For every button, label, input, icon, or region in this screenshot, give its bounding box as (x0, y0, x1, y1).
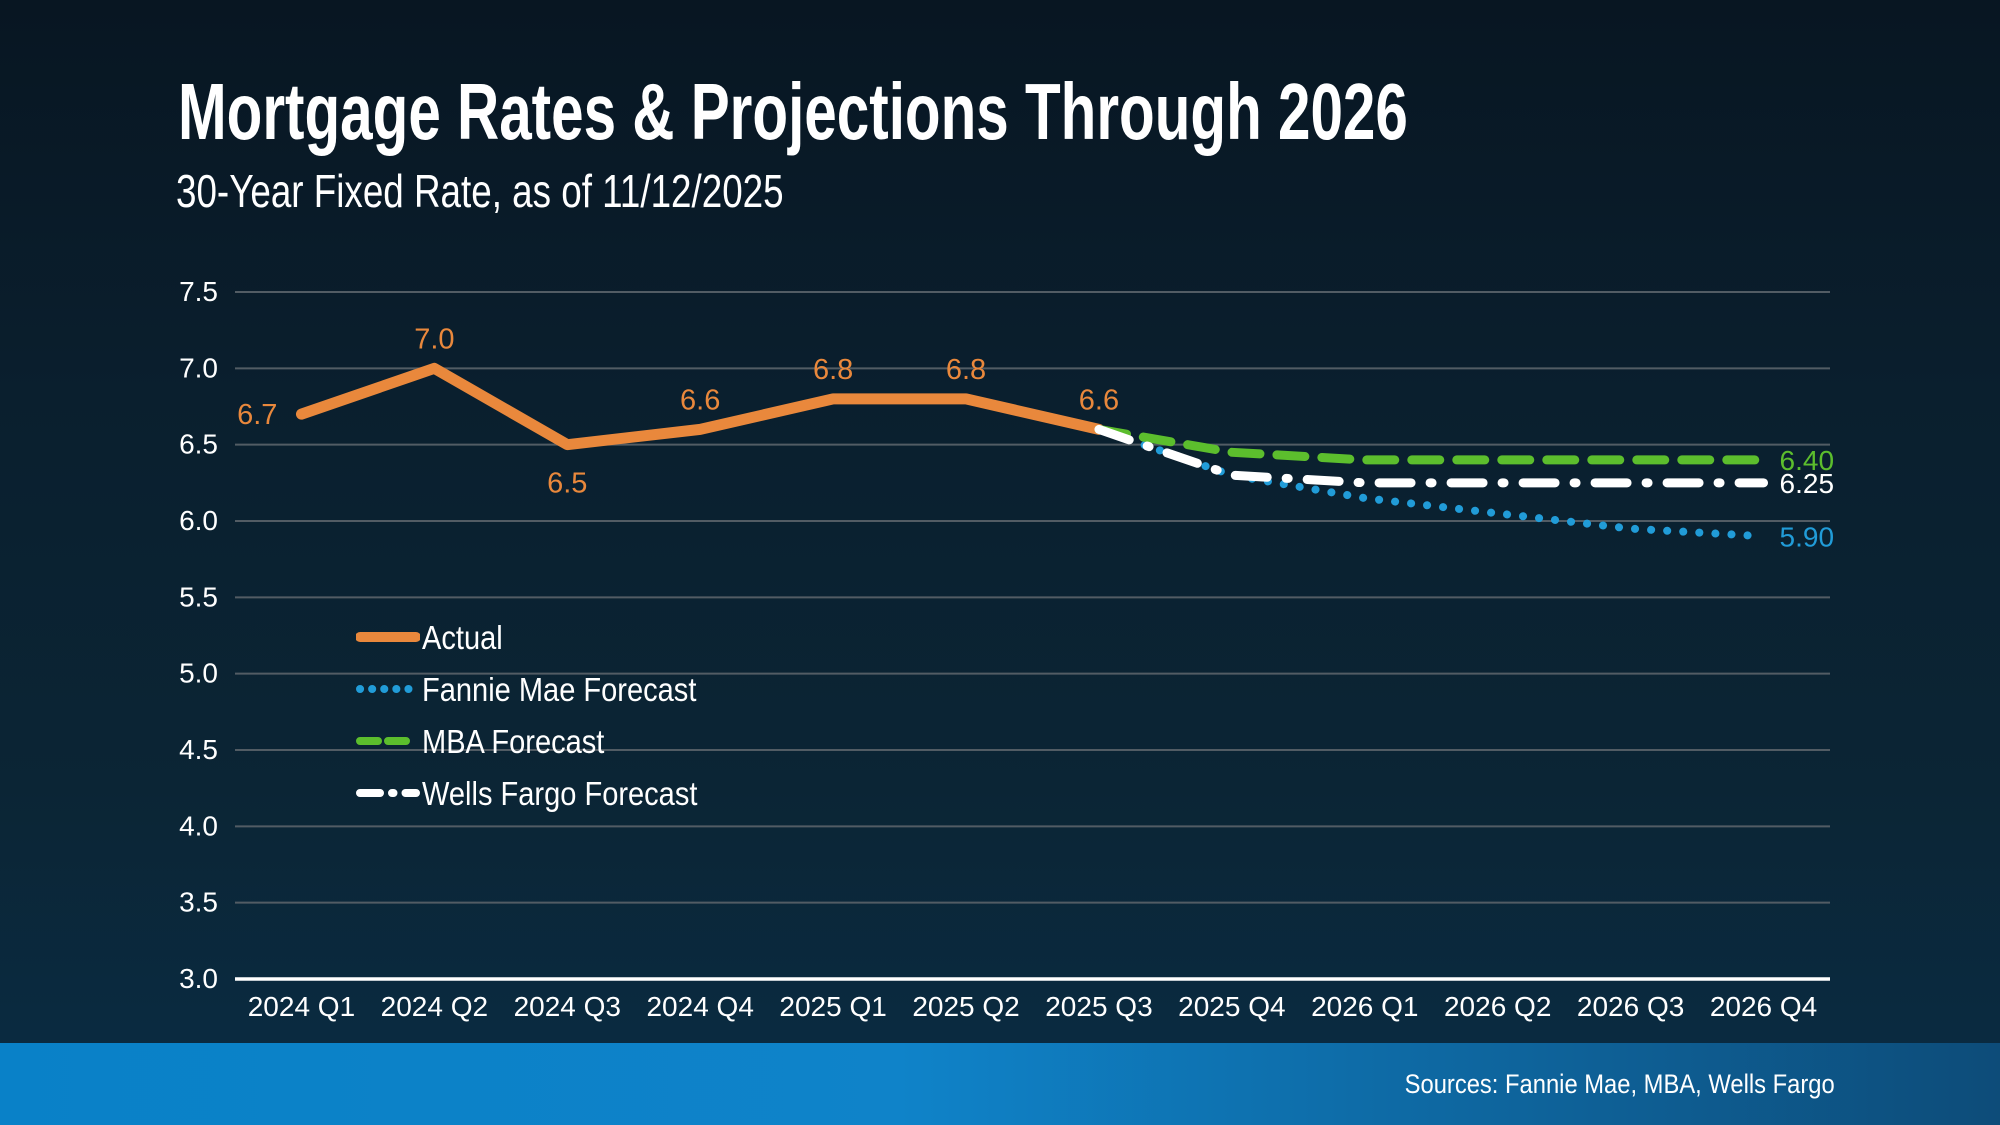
gridlines (235, 291, 1830, 981)
data-label: 6.8 (946, 354, 986, 386)
end-label-mba-forecast: 6.40 (1780, 445, 1835, 476)
legend-item-mba-forecast: MBA Forecast (356, 715, 735, 767)
series-line-actual (295, 362, 1105, 451)
end-label-fannie-mae-forecast: 5.90 (1780, 521, 1835, 552)
legend-label: MBA Forecast (422, 722, 605, 760)
legend-label: Fannie Mae Forecast (422, 670, 697, 708)
x-tick-label: 2024 Q3 (514, 991, 621, 1022)
legend-item-fannie-mae-forecast: Fannie Mae Forecast (356, 663, 735, 715)
series-line-wells-fargo-forecast (1094, 424, 1769, 488)
chart-title: Mortgage Rates & Projections Through 202… (178, 67, 1408, 156)
y-tick-label: 5.0 (179, 658, 218, 689)
y-tick-label: 3.5 (179, 887, 218, 918)
data-label: 6.6 (1079, 384, 1119, 416)
y-tick-label: 6.5 (179, 429, 218, 460)
y-tick-label: 5.5 (179, 581, 218, 612)
data-label: 6.8 (813, 354, 853, 386)
data-label: 7.0 (414, 323, 454, 355)
y-tick-label: 6.0 (179, 505, 218, 536)
data-label: 6.6 (680, 384, 720, 416)
footer-bar: Sources: Fannie Mae, MBA, Wells Fargo (0, 1043, 2000, 1125)
x-tick-label: 2026 Q2 (1444, 991, 1551, 1022)
series-line-fannie-mae-forecast (1094, 425, 1768, 541)
data-label: 6.5 (547, 468, 587, 500)
legend-item-wells-fargo-forecast: Wells Fargo Forecast (356, 767, 735, 819)
x-tick-label: 2024 Q1 (248, 991, 355, 1022)
sources-text: Sources: Fannie Mae, MBA, Wells Fargo (1404, 1068, 1835, 1099)
x-tick-label: 2025 Q4 (1178, 991, 1285, 1022)
y-tick-label: 4.5 (179, 734, 218, 765)
x-tick-label: 2024 Q2 (381, 991, 488, 1022)
x-tick-label: 2026 Q3 (1577, 991, 1684, 1022)
series-line-mba-forecast (1094, 424, 1769, 465)
x-tick-label: 2025 Q3 (1045, 991, 1152, 1022)
end-label-wells-fargo-forecast: 6.25 (1780, 468, 1835, 499)
y-tick-label: 7.5 (179, 276, 218, 307)
legend-item-actual: Actual (356, 611, 735, 663)
chart-legend: Actual Fannie Mae Forecast MBA Forecast Wel… (356, 611, 735, 819)
x-axis-labels: 2024 Q1 2024 Q2 2024 Q3 2024 Q4 2025 Q1 2025 … (248, 991, 1818, 1022)
y-tick-label: 7.0 (179, 352, 218, 383)
y-tick-label: 4.0 (179, 810, 218, 841)
legend-label: Wells Fargo Forecast (422, 774, 698, 812)
x-tick-label: 2026 Q1 (1311, 991, 1418, 1022)
legend-swatch-actual (356, 632, 420, 642)
x-tick-label: 2025 Q1 (779, 991, 886, 1022)
x-tick-label: 2025 Q2 (912, 991, 1019, 1022)
chart-subtitle: 30-Year Fixed Rate, as of 11/12/2025 (176, 165, 784, 217)
x-tick-label: 2026 Q4 (1710, 991, 1817, 1022)
legend-swatch-wells-fargo-forecast (356, 789, 420, 797)
legend-swatch-mba-forecast (356, 737, 420, 745)
legend-label: Actual (422, 618, 503, 656)
legend-swatch-fannie-mae-forecast (356, 685, 420, 693)
y-axis-labels: 7.5 7.0 6.5 6.0 5.5 5.0 4.5 4.0 3.5 3.0 (179, 276, 218, 994)
data-label: 6.7 (237, 399, 277, 431)
x-tick-label: 2024 Q4 (646, 991, 753, 1022)
y-tick-label: 3.0 (179, 963, 218, 994)
